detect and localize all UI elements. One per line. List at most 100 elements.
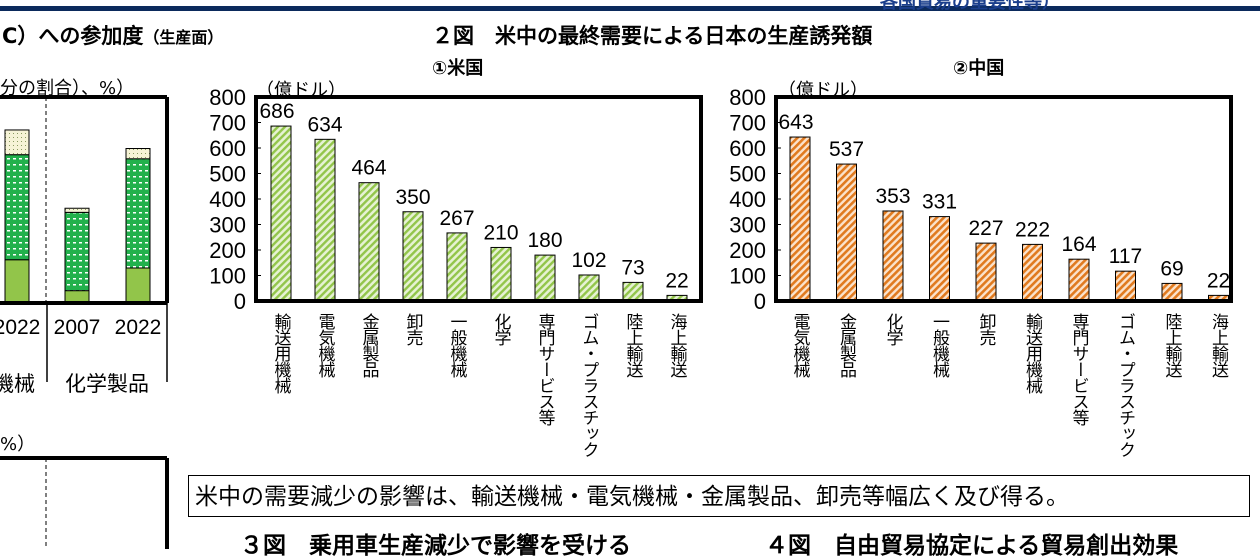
china-bar: [836, 163, 857, 302]
us-y-tick-label: 100: [209, 264, 246, 289]
china-y-tick-label: 400: [729, 187, 766, 212]
us-data-label: 210: [483, 221, 518, 244]
us-y-tick-label: 300: [209, 213, 246, 238]
china-data-label: 353: [875, 185, 910, 208]
china-data-label: 227: [968, 217, 1003, 240]
china-chart-title: ②中国: [953, 58, 1005, 79]
us-y-tick-label: 0: [234, 289, 246, 314]
summary-message: 米中の需要減少の影響は、輸送機械・電気機械・金属製品、卸売等幅広く及び得る。: [188, 475, 1250, 517]
group-label: 機械: [0, 372, 35, 396]
china-x-tick-label: 輸送用機械: [1023, 313, 1043, 394]
stacked-bar-segment: [125, 158, 151, 269]
china-data-label: 643: [778, 111, 813, 134]
china-y-tick-label: 200: [729, 238, 766, 263]
us-data-label: 102: [571, 249, 606, 272]
us-x-tick-label: 輸送用機械: [272, 313, 292, 394]
china-x-tick-label: 専門サービス等: [1070, 313, 1090, 426]
fig3-title: ３図 乗用車生産減少で影響を受ける: [240, 533, 631, 559]
us-plot-border: [254, 95, 703, 303]
x-tick-label: 2022: [0, 316, 40, 339]
china-y-tick-label: 100: [729, 264, 766, 289]
fig4-title: ４図 自由貿易協定による貿易創出効果: [765, 533, 1179, 559]
china-bar: [882, 210, 904, 302]
china-bar: [975, 242, 997, 302]
us-bar: [622, 281, 644, 302]
left-unit-label-2: %）: [0, 434, 36, 455]
x-tick-label: 2022: [115, 316, 162, 339]
us-data-label: 350: [395, 186, 430, 209]
china-y-tick-label: 300: [729, 213, 766, 238]
us-y-tick-label: 700: [209, 111, 246, 136]
china-data-label: 537: [829, 138, 864, 161]
china-x-tick-label: ゴム・プラスチック: [1116, 313, 1135, 457]
us-bar: [446, 232, 468, 302]
china-x-tick-label: 海上輸送: [1209, 313, 1229, 378]
china-data-label: 22: [1207, 269, 1230, 292]
us-data-label: 634: [307, 113, 342, 136]
left-title-main: C）への参加度: [2, 24, 144, 48]
us-y-tick-label: 200: [209, 238, 246, 263]
x-tick-label: 2007: [54, 316, 101, 339]
us-x-tick-label: 金属製品: [360, 313, 380, 378]
header-bar: [0, 6, 1260, 11]
china-plot-border: [774, 95, 1233, 303]
china-x-tick-label: 化学: [884, 313, 904, 346]
us-bar: [534, 254, 556, 302]
us-x-tick-label: 卸売: [404, 313, 424, 346]
us-x-tick-label: 海上輸送: [668, 313, 688, 378]
us-y-tick-label: 800: [209, 85, 246, 110]
us-y-tick-label: 600: [209, 136, 246, 161]
us-x-tick-label: 一般機械: [448, 313, 468, 378]
us-bar: [358, 182, 380, 302]
china-x-tick-label: 電気機械: [791, 313, 811, 378]
stacked-bar-segment: [4, 154, 30, 261]
us-chart-title: ①米国: [432, 58, 484, 79]
china-data-label: 69: [1160, 257, 1183, 280]
china-y-tick-label: 500: [729, 162, 766, 187]
us-bar: [270, 125, 292, 302]
china-x-tick-label: 一般機械: [930, 313, 950, 378]
us-data-label: 267: [439, 207, 474, 230]
us-x-tick-label: 専門サービス等: [536, 313, 556, 426]
stacked-bar-segment: [64, 211, 90, 292]
china-y-tick-label: 600: [729, 136, 766, 161]
left-section-title: C）への参加度（生産面）: [2, 20, 223, 50]
us-bar: [490, 246, 512, 302]
stacked-bar-segment: [64, 207, 90, 213]
fig2-title: ２図 米中の最終需要による日本の生産誘発額: [432, 24, 873, 48]
us-bar: [402, 211, 424, 302]
us-y-tick-label: 400: [209, 187, 246, 212]
us-data-label: 464: [351, 157, 386, 180]
stacked-bar-segment: [4, 129, 30, 156]
china-bar: [1068, 258, 1090, 302]
left-unit-label: 分の割合）、%）: [0, 78, 135, 99]
us-data-label: 73: [621, 256, 644, 279]
stacked-bar-segment: [125, 148, 151, 160]
stacked-bar-segment: [4, 259, 30, 304]
china-data-label: 331: [922, 191, 957, 214]
china-x-tick-label: 陸上輸送: [1163, 313, 1183, 378]
china-x-tick-label: 卸売: [977, 313, 997, 346]
us-x-tick-label: 化学: [492, 313, 512, 346]
us-data-label: 22: [665, 269, 688, 292]
us-bar: [578, 274, 600, 302]
china-bar: [1161, 282, 1183, 302]
header-text: 各国貿易の重要性等）: [880, 0, 1060, 13]
group-label: 化学製品: [65, 372, 149, 396]
us-data-label: 180: [527, 229, 562, 252]
china-bar: [929, 216, 950, 302]
china-x-tick-label: 金属製品: [837, 313, 857, 378]
china-data-label: 222: [1015, 218, 1050, 241]
us-x-tick-label: 陸上輸送: [624, 313, 644, 378]
china-bar: [1022, 243, 1043, 302]
us-x-tick-label: ゴム・プラスチック: [580, 313, 599, 457]
us-data-label: 686: [259, 100, 294, 123]
china-data-label: 117: [1109, 245, 1142, 268]
china-bar: [1115, 270, 1136, 302]
china-bar: [789, 136, 811, 302]
china-data-label: 164: [1061, 233, 1096, 256]
us-bar: [314, 138, 336, 302]
left-title-small: （生産面）: [143, 28, 224, 47]
us-x-tick-label: 電気機械: [316, 313, 336, 378]
